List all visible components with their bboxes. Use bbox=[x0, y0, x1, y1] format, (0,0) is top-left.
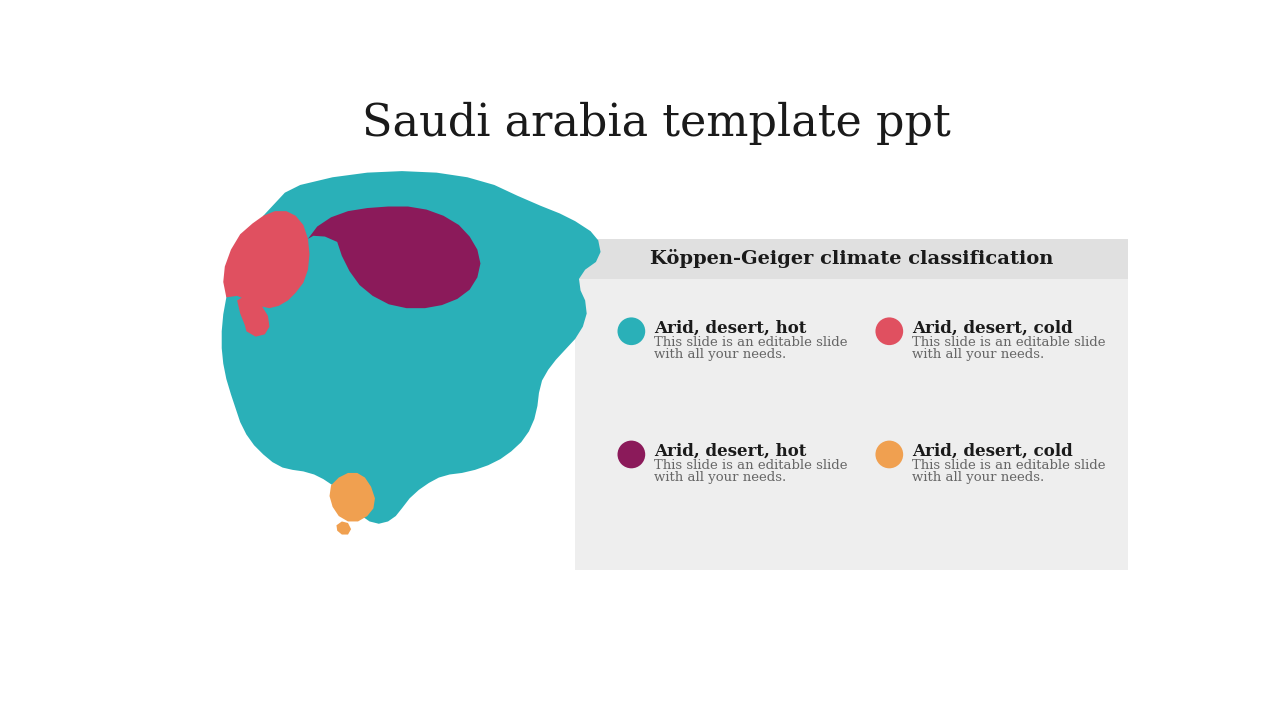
Text: This slide is an editable slide: This slide is an editable slide bbox=[913, 459, 1106, 472]
Polygon shape bbox=[329, 473, 375, 521]
Ellipse shape bbox=[617, 441, 645, 468]
Text: Köppen-Geiger climate classification: Köppen-Geiger climate classification bbox=[650, 249, 1053, 269]
Text: This slide is an editable slide: This slide is an editable slide bbox=[654, 459, 847, 472]
Ellipse shape bbox=[617, 318, 645, 345]
FancyBboxPatch shape bbox=[575, 239, 1128, 279]
Text: with all your needs.: with all your needs. bbox=[913, 471, 1044, 484]
Polygon shape bbox=[223, 211, 310, 308]
Text: Saudi arabia template ppt: Saudi arabia template ppt bbox=[362, 102, 950, 145]
Polygon shape bbox=[237, 296, 270, 337]
Text: This slide is an editable slide: This slide is an editable slide bbox=[654, 336, 847, 348]
Polygon shape bbox=[221, 171, 600, 523]
Text: This slide is an editable slide: This slide is an editable slide bbox=[913, 336, 1106, 348]
Text: with all your needs.: with all your needs. bbox=[654, 471, 787, 484]
Text: Arid, desert, cold: Arid, desert, cold bbox=[913, 443, 1073, 460]
Text: Arid, desert, hot: Arid, desert, hot bbox=[654, 320, 806, 337]
Polygon shape bbox=[337, 521, 351, 534]
Text: with all your needs.: with all your needs. bbox=[913, 348, 1044, 361]
Ellipse shape bbox=[876, 318, 904, 345]
Text: with all your needs.: with all your needs. bbox=[654, 348, 787, 361]
Polygon shape bbox=[308, 207, 480, 308]
Text: Arid, desert, cold: Arid, desert, cold bbox=[913, 320, 1073, 337]
Ellipse shape bbox=[876, 441, 904, 468]
FancyBboxPatch shape bbox=[575, 239, 1128, 570]
Text: Arid, desert, hot: Arid, desert, hot bbox=[654, 443, 806, 460]
